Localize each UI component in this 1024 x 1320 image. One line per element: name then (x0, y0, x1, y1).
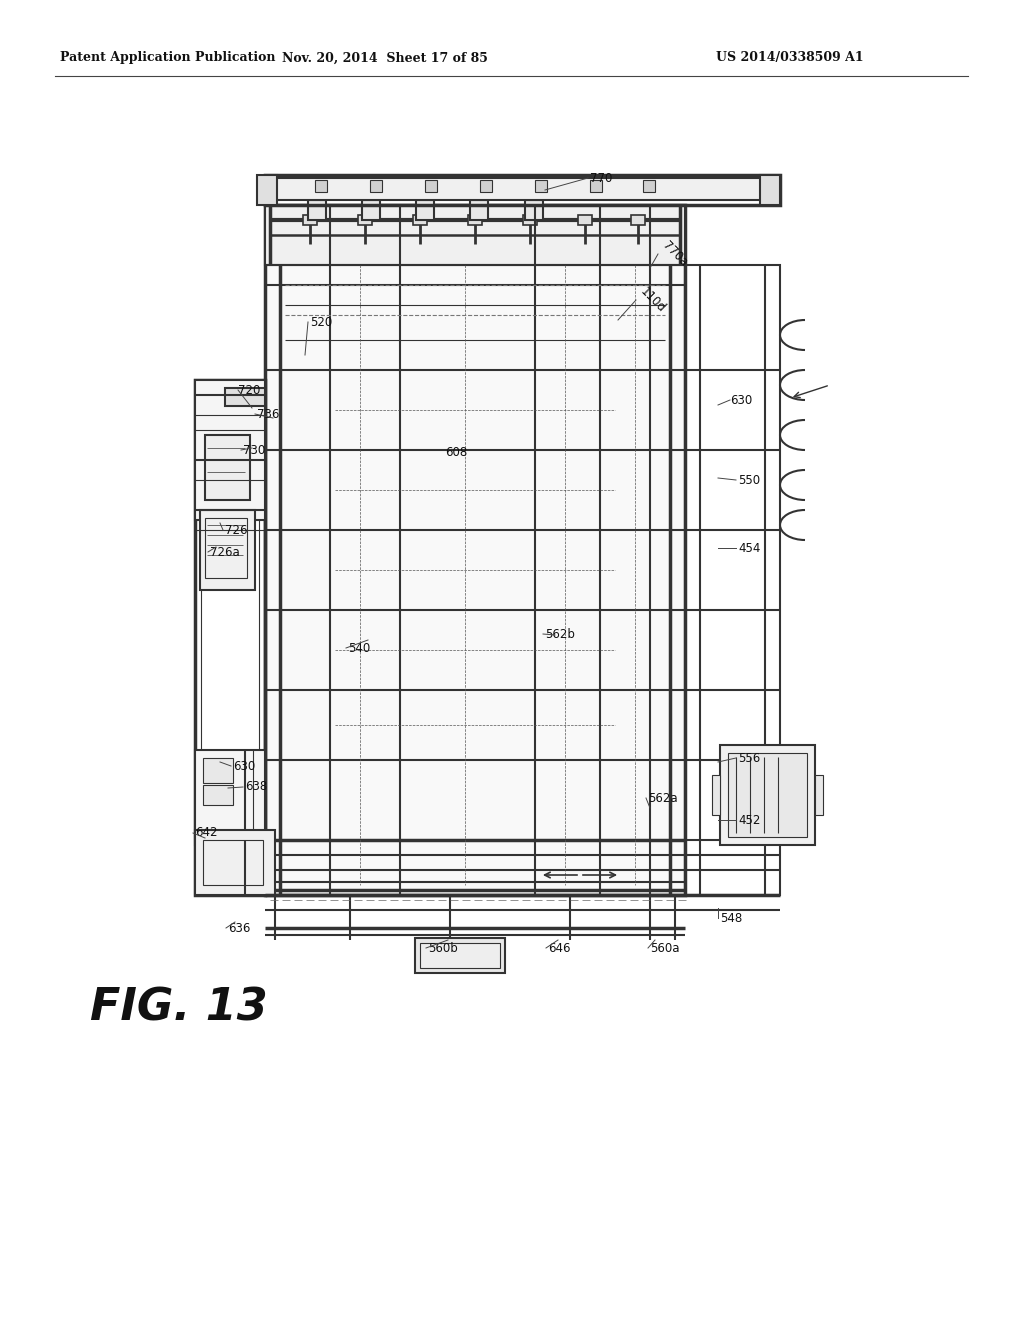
Text: 556: 556 (738, 751, 760, 764)
Bar (760, 176, 780, 205)
Bar (720, 744, 815, 845)
Text: 520: 520 (310, 315, 332, 329)
Bar (525, 201, 543, 220)
Bar (535, 180, 547, 191)
Text: 770a: 770a (660, 239, 690, 269)
Bar (480, 180, 492, 191)
Bar (275, 178, 770, 201)
Bar (201, 385, 259, 888)
Bar (370, 180, 382, 191)
Text: 562a: 562a (648, 792, 678, 804)
Bar (195, 750, 265, 845)
Bar (205, 517, 247, 578)
Bar (425, 180, 437, 191)
Text: 646: 646 (548, 941, 570, 954)
Text: Nov. 20, 2014  Sheet 17 of 85: Nov. 20, 2014 Sheet 17 of 85 (282, 51, 488, 65)
Bar (415, 939, 505, 973)
Bar (578, 215, 592, 224)
Bar (203, 840, 263, 884)
Bar (265, 205, 685, 895)
Text: 630: 630 (730, 393, 753, 407)
Bar (413, 215, 427, 224)
Bar (416, 201, 434, 220)
Bar (257, 176, 278, 205)
Bar (195, 380, 265, 520)
Text: 730: 730 (243, 444, 265, 457)
Text: 550: 550 (738, 474, 760, 487)
Text: 630: 630 (233, 759, 255, 772)
Bar (468, 215, 482, 224)
Bar (631, 215, 645, 224)
Bar (308, 201, 326, 220)
Text: US 2014/0338509 A1: US 2014/0338509 A1 (716, 51, 864, 65)
Text: 638: 638 (245, 780, 267, 793)
Bar (815, 775, 823, 814)
Bar (728, 752, 807, 837)
Bar (225, 388, 265, 407)
Bar (315, 180, 327, 191)
Bar (470, 201, 488, 220)
Bar (303, 215, 317, 224)
Bar (643, 180, 655, 191)
Text: 736: 736 (257, 408, 280, 421)
Text: 726: 726 (225, 524, 248, 536)
Text: FIG. 13: FIG. 13 (90, 986, 267, 1030)
Text: 110d: 110d (638, 285, 669, 315)
Text: Patent Application Publication: Patent Application Publication (60, 51, 275, 65)
Text: 548: 548 (720, 912, 742, 924)
Text: 540: 540 (348, 642, 371, 655)
Text: 562b: 562b (545, 627, 574, 640)
Bar (265, 176, 780, 205)
Text: 454: 454 (738, 541, 761, 554)
Text: 720: 720 (238, 384, 260, 396)
Text: 726a: 726a (210, 545, 240, 558)
Bar (195, 830, 275, 895)
Bar (195, 380, 265, 895)
Bar (362, 201, 380, 220)
Bar (523, 215, 537, 224)
Text: 636: 636 (228, 921, 251, 935)
Text: 560b: 560b (428, 941, 458, 954)
Bar (712, 775, 720, 814)
Bar (358, 215, 372, 224)
Bar (590, 180, 602, 191)
Text: 770: 770 (590, 172, 612, 185)
Bar (203, 785, 233, 805)
Bar (420, 942, 500, 968)
Text: 608: 608 (445, 446, 467, 458)
Text: 642: 642 (195, 826, 217, 840)
Text: 452: 452 (738, 813, 761, 826)
Bar (205, 436, 250, 500)
Bar (200, 510, 255, 590)
Bar (203, 758, 233, 783)
Bar (265, 205, 685, 265)
Bar (685, 265, 780, 895)
Text: 560a: 560a (650, 941, 680, 954)
